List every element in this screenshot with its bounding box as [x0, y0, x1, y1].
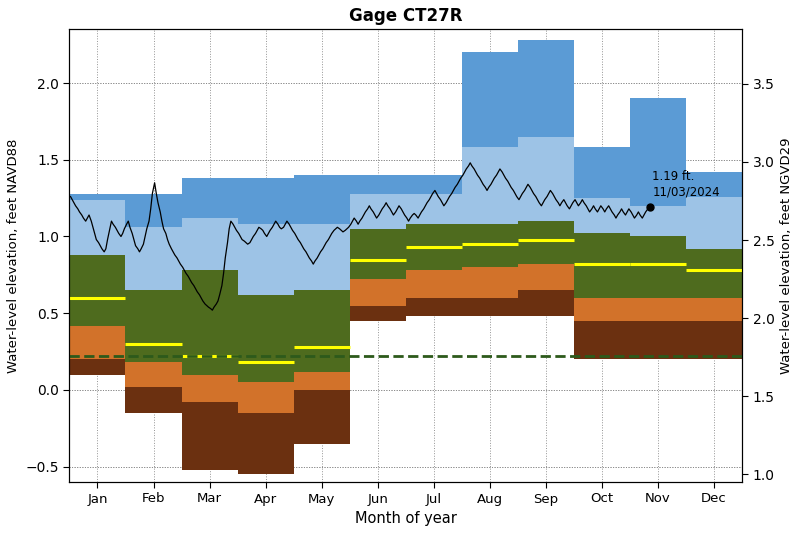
Bar — [294, 175, 350, 224]
Bar — [406, 193, 462, 224]
Bar — [182, 178, 238, 218]
Bar — [126, 387, 182, 413]
Bar — [462, 52, 518, 148]
Y-axis label: Water-level elevation, feet NGVD29: Water-level elevation, feet NGVD29 — [780, 138, 793, 374]
Bar — [182, 375, 238, 402]
Bar — [518, 221, 574, 264]
Bar — [294, 290, 350, 372]
Bar — [238, 178, 294, 224]
Bar — [182, 218, 238, 270]
Title: Gage CT27R: Gage CT27R — [349, 7, 462, 25]
Bar — [630, 206, 686, 237]
Bar — [630, 321, 686, 359]
Bar — [126, 193, 182, 227]
Bar — [350, 305, 406, 321]
Bar — [574, 233, 630, 298]
Bar — [294, 224, 350, 290]
Bar — [350, 279, 406, 305]
Bar — [518, 264, 574, 290]
Bar — [518, 137, 574, 221]
Bar — [70, 193, 126, 200]
Bar — [574, 148, 630, 198]
Bar — [182, 402, 238, 470]
X-axis label: Month of year: Month of year — [355, 511, 457, 526]
Bar — [686, 321, 742, 359]
Bar — [406, 175, 462, 193]
Bar — [630, 237, 686, 298]
Bar — [70, 359, 126, 375]
Bar — [462, 148, 518, 224]
Bar — [126, 290, 182, 362]
Bar — [406, 224, 462, 270]
Bar — [630, 298, 686, 321]
Bar — [350, 229, 406, 279]
Bar — [126, 227, 182, 290]
Bar — [238, 382, 294, 413]
Bar — [406, 270, 462, 298]
Y-axis label: Water-level elevation, feet NAVD88: Water-level elevation, feet NAVD88 — [7, 139, 20, 373]
Bar — [126, 362, 182, 387]
Bar — [238, 224, 294, 295]
Bar — [294, 390, 350, 443]
Bar — [630, 99, 686, 206]
Bar — [70, 326, 126, 359]
Bar — [238, 413, 294, 474]
Bar — [462, 224, 518, 267]
Bar — [294, 372, 350, 390]
Bar — [406, 298, 462, 316]
Bar — [574, 298, 630, 321]
Bar — [574, 198, 630, 233]
Bar — [462, 298, 518, 316]
Bar — [70, 255, 126, 326]
Bar — [70, 200, 126, 255]
Bar — [518, 290, 574, 316]
Bar — [574, 321, 630, 359]
Bar — [686, 298, 742, 321]
Bar — [686, 172, 742, 197]
Bar — [518, 40, 574, 137]
Text: 1.19 ft.
11/03/2024: 1.19 ft. 11/03/2024 — [652, 170, 720, 198]
Bar — [462, 267, 518, 298]
Bar — [238, 295, 294, 382]
Bar — [350, 175, 406, 193]
Bar — [182, 270, 238, 375]
Bar — [686, 249, 742, 298]
Bar — [350, 193, 406, 229]
Bar — [686, 197, 742, 249]
